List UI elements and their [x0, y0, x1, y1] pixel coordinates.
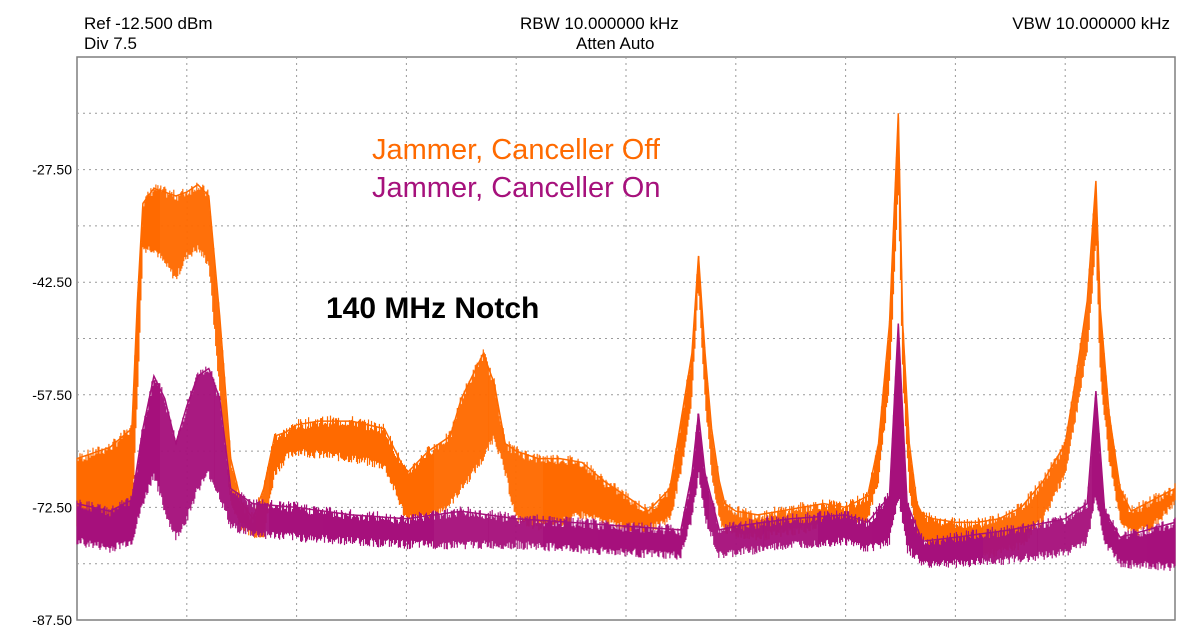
y-tick-label: -57.50 [32, 387, 72, 403]
legend-canceller-on: Jammer, Canceller On [372, 172, 661, 204]
y-tick-label: -87.50 [32, 612, 72, 627]
series-canceller-on-envelope [76, 323, 1176, 543]
y-tick-label: -42.50 [32, 274, 72, 290]
legend-canceller-off: Jammer, Canceller Off [372, 134, 660, 166]
y-tick-label: -72.50 [32, 499, 72, 515]
series-canceller-off-envelope [76, 113, 1176, 524]
div-scale-label: Div 7.5 [84, 34, 137, 53]
series-canceller-on [76, 323, 1176, 571]
atten-label: Atten Auto [576, 34, 655, 53]
ref-level-label: Ref -12.500 dBm [84, 14, 213, 33]
rbw-label: RBW 10.000000 kHz [520, 14, 679, 33]
y-tick-label: -27.50 [32, 162, 72, 178]
vbw-label: VBW 10.000000 kHz [1012, 14, 1170, 33]
notch-annotation: 140 MHz Notch [326, 292, 540, 325]
